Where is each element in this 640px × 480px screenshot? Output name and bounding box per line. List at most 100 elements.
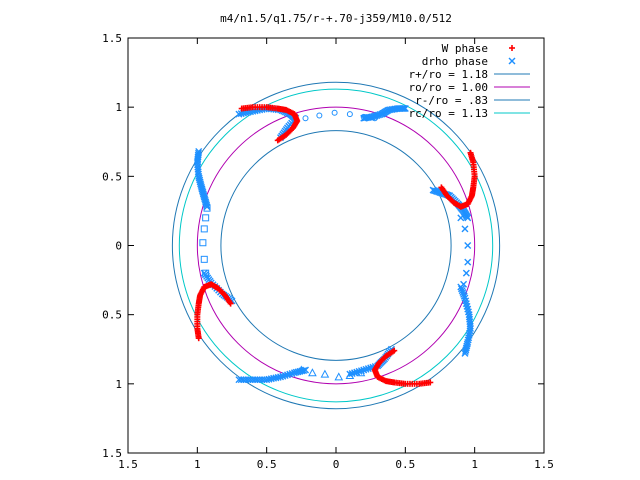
- drho-phase-point: [462, 269, 470, 277]
- legend-label: r+/ro = 1.18: [409, 68, 488, 81]
- y-tick-label: 1: [115, 101, 122, 114]
- drho-phase-point-b: [465, 334, 473, 342]
- drho-phase-point: [461, 348, 469, 356]
- drho-phase-point-b: [457, 214, 465, 222]
- drho-phase-point: [348, 369, 356, 377]
- drho-phase-point: [399, 105, 407, 113]
- drho-phase-point-b: [465, 331, 473, 339]
- legend-label: W phase: [442, 42, 488, 55]
- drho-phase-point-b: [458, 287, 466, 295]
- drho-phase-point-b: [195, 172, 203, 180]
- drho-square-point: [202, 269, 210, 277]
- drho-phase-point: [281, 372, 289, 380]
- drho-phase-point-b: [462, 297, 470, 305]
- drho-phase-point-b: [508, 57, 516, 65]
- drho-phase-point-b: [197, 183, 205, 191]
- drho-phase-point-b: [360, 366, 368, 374]
- drho-phase-point-b: [270, 374, 278, 382]
- drho-circle-point: [331, 109, 338, 116]
- drho-phase-point-b: [196, 178, 204, 186]
- drho-phase-point: [457, 285, 465, 293]
- drho-phase-point: [461, 349, 469, 357]
- drho-square-point: [202, 214, 210, 222]
- axis-ticks: 1.5 1 0.5 0 0.5 1 1.51.510.500.511.5: [102, 32, 554, 471]
- drho-phase-point-b: [195, 174, 203, 182]
- drho-phase-point-b: [198, 185, 206, 193]
- y-tick-label: 1: [115, 378, 122, 391]
- drho-square-point: [200, 225, 208, 233]
- drho-phase-point-b: [196, 176, 204, 184]
- drho-phase-point: [400, 105, 408, 113]
- drho-phase-point-b: [263, 376, 271, 384]
- radius-circle: [220, 130, 452, 361]
- drho-phase-point: [461, 225, 469, 233]
- x-tick-label: 0.5: [395, 458, 415, 471]
- w-phase-point: [274, 137, 281, 144]
- drho-phase-point-b: [201, 195, 209, 203]
- drho-phase-point-b: [200, 193, 208, 201]
- w-phase-point: [391, 347, 398, 354]
- drho-phase-point-b: [459, 289, 467, 297]
- drho-phase-point-b: [277, 373, 285, 381]
- drho-phase-point-b: [240, 109, 248, 117]
- drho-circle-point: [316, 112, 323, 119]
- drho-circle-point: [346, 111, 353, 118]
- radius-circle: [171, 81, 501, 410]
- legend-label: drho phase: [422, 55, 488, 68]
- drho-phase-point: [460, 280, 468, 288]
- drho-phase-point-b: [267, 375, 275, 383]
- x-tick-label: 1.5: [118, 458, 138, 471]
- drho-phase-point: [362, 365, 370, 373]
- drho-phase-point-b: [463, 302, 471, 310]
- y-tick-label: 0.5: [102, 170, 122, 183]
- drho-phase-point-b: [460, 280, 468, 288]
- w-phase-point: [227, 300, 234, 307]
- legend-label: ro/ro = 1.00: [409, 81, 488, 94]
- drho-phase-point-b: [350, 369, 358, 377]
- w-phase-point: [509, 45, 515, 51]
- drho-phase-point-b: [400, 105, 408, 113]
- drho-phase-point-b: [301, 366, 309, 374]
- drho-phase-point: [301, 366, 309, 374]
- drho-phase-point: [457, 214, 465, 222]
- drho-phase-point-b: [199, 188, 207, 196]
- drho-phase-point-b: [466, 327, 474, 335]
- drho-phase-point: [459, 289, 467, 297]
- drho-phase-point-b: [362, 365, 370, 373]
- drho-phase-point-b: [265, 375, 273, 383]
- drho-phase-point: [360, 366, 368, 374]
- drho-phase-point: [401, 105, 409, 113]
- drho-phase-point-b: [286, 370, 294, 378]
- drho-phase-point: [279, 372, 287, 380]
- radius-circle: [196, 106, 476, 385]
- drho-circle-point: [360, 113, 367, 120]
- w-phase-point: [438, 184, 445, 191]
- drho-phase-point-b: [401, 105, 409, 113]
- y-tick-label: 1.5: [102, 32, 122, 45]
- drho-phase-point-b: [461, 348, 469, 356]
- drho-circle-point: [371, 115, 378, 122]
- drho-square-point: [203, 204, 211, 212]
- drho-phase-point: [464, 258, 472, 266]
- drho-phase-point-b: [462, 300, 470, 308]
- drho-phase-point-b: [348, 369, 356, 377]
- drho-phase-point: [364, 365, 372, 373]
- drho-triangle-point: [296, 365, 306, 374]
- drho-phase-point-b: [462, 269, 470, 277]
- x-tick-label: 1: [471, 458, 478, 471]
- y-tick-label: 0: [115, 240, 122, 253]
- drho-phase-point: [460, 290, 468, 298]
- drho-phase-point-b: [461, 294, 469, 302]
- x-tick-label: 0.5: [257, 458, 277, 471]
- drho-phase-point-b: [272, 374, 280, 382]
- drho-phase-point-b: [237, 110, 245, 118]
- drho-phase-point-b: [260, 376, 268, 384]
- drho-triangle-point: [320, 369, 330, 378]
- drho-phase-point-b: [197, 180, 205, 188]
- legend-label: rc/ro = 1.13: [409, 107, 488, 120]
- drho-phase-point-b: [235, 110, 243, 118]
- drho-phase-point-b: [367, 364, 375, 372]
- drho-phase-point-b: [288, 369, 296, 377]
- drho-phase-point: [277, 373, 285, 381]
